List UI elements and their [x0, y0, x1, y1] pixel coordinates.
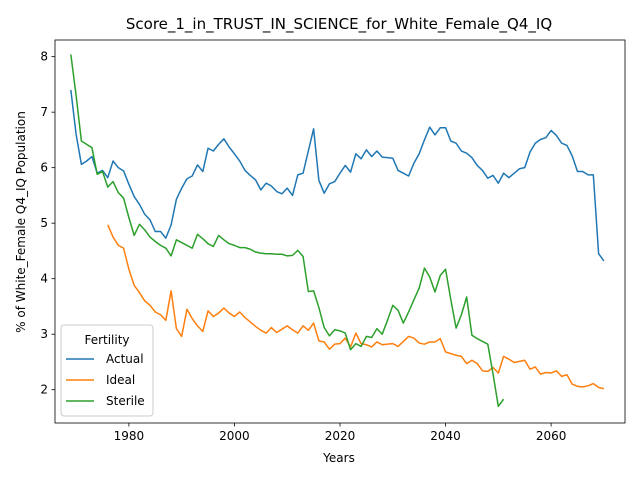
series-line-sterile: [70, 54, 505, 408]
y-tick-label: 3: [40, 327, 48, 341]
y-tick-label: 5: [40, 216, 48, 230]
x-tick-label: 2040: [430, 429, 461, 443]
x-axis-label: Years: [322, 451, 355, 465]
series-line-actual: [70, 89, 605, 262]
x-tick-label: 2020: [325, 429, 356, 443]
y-tick-label: 2: [40, 383, 48, 397]
legend-box: [60, 324, 154, 417]
series-layer: [70, 54, 605, 408]
legend-title: Fertility: [84, 333, 129, 347]
legend: Fertility Actual Ideal Sterile: [60, 324, 154, 417]
legend-label-sterile: Sterile: [106, 394, 145, 408]
x-tick-label: 1980: [114, 429, 145, 443]
x-tick-label: 2000: [219, 429, 250, 443]
y-axis-label: % of White_Female Q4_IQ Population: [14, 111, 28, 333]
y-tick-label: 8: [40, 50, 48, 64]
legend-label-actual: Actual: [106, 352, 144, 366]
y-tick-label: 7: [40, 105, 48, 119]
y-tick-label: 4: [40, 272, 48, 286]
legend-label-ideal: Ideal: [106, 373, 135, 387]
x-tick-label: 2060: [536, 429, 567, 443]
chart-title: Score_1_in_TRUST_IN_SCIENCE_for_White_Fe…: [126, 15, 552, 34]
series-line-ideal: [107, 224, 605, 390]
y-tick-label: 6: [40, 161, 48, 175]
axes-layer: 1980 2000 2020 2040 2060 2 3 4 5 6 7 8: [40, 39, 626, 443]
